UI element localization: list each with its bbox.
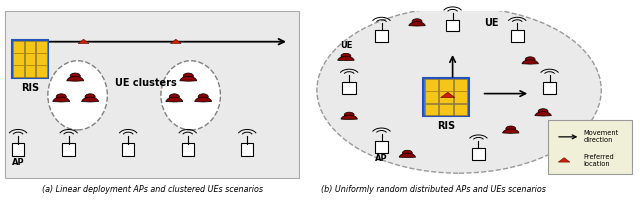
Circle shape <box>344 112 354 118</box>
Text: UE clusters: UE clusters <box>115 78 177 88</box>
Wedge shape <box>535 112 551 116</box>
FancyBboxPatch shape <box>13 53 24 65</box>
Wedge shape <box>67 76 84 81</box>
FancyBboxPatch shape <box>446 20 460 31</box>
FancyBboxPatch shape <box>543 82 556 94</box>
Text: (a) Linear deployment APs and clustered UEs scenarios: (a) Linear deployment APs and clustered … <box>42 185 262 194</box>
Wedge shape <box>522 60 538 64</box>
Wedge shape <box>82 97 99 102</box>
FancyBboxPatch shape <box>12 40 49 78</box>
Wedge shape <box>399 153 415 158</box>
FancyBboxPatch shape <box>122 143 134 156</box>
FancyBboxPatch shape <box>425 79 438 91</box>
Circle shape <box>538 109 548 114</box>
FancyBboxPatch shape <box>4 11 300 177</box>
FancyBboxPatch shape <box>511 30 524 42</box>
Text: UE: UE <box>340 41 352 50</box>
Circle shape <box>198 94 208 100</box>
Text: AP: AP <box>375 154 388 163</box>
Text: Preferred
location: Preferred location <box>584 154 614 167</box>
Polygon shape <box>558 158 570 162</box>
FancyBboxPatch shape <box>472 148 485 160</box>
FancyBboxPatch shape <box>36 41 47 53</box>
FancyBboxPatch shape <box>439 79 453 91</box>
FancyBboxPatch shape <box>439 104 453 115</box>
Wedge shape <box>341 115 357 119</box>
Polygon shape <box>441 92 455 98</box>
Ellipse shape <box>48 61 108 130</box>
Wedge shape <box>409 22 425 26</box>
FancyBboxPatch shape <box>36 53 47 65</box>
Text: (b) Uniformly random distributed APs and UEs scenarios: (b) Uniformly random distributed APs and… <box>321 185 546 194</box>
Text: Movement
direction: Movement direction <box>584 130 619 143</box>
Text: RIS: RIS <box>21 83 39 93</box>
FancyBboxPatch shape <box>25 53 35 65</box>
Wedge shape <box>180 76 196 81</box>
Ellipse shape <box>317 7 602 173</box>
Circle shape <box>85 94 95 100</box>
Wedge shape <box>502 129 519 133</box>
Circle shape <box>525 57 535 62</box>
FancyBboxPatch shape <box>63 143 75 156</box>
Wedge shape <box>195 97 212 102</box>
Circle shape <box>169 94 179 100</box>
FancyBboxPatch shape <box>454 104 467 115</box>
Circle shape <box>70 73 80 79</box>
Ellipse shape <box>161 61 220 130</box>
FancyBboxPatch shape <box>454 91 467 103</box>
FancyBboxPatch shape <box>454 79 467 91</box>
FancyBboxPatch shape <box>375 141 388 153</box>
Polygon shape <box>78 39 89 43</box>
FancyBboxPatch shape <box>241 143 253 156</box>
FancyBboxPatch shape <box>36 65 47 77</box>
FancyBboxPatch shape <box>423 78 469 116</box>
Circle shape <box>341 53 351 59</box>
Wedge shape <box>52 97 70 102</box>
FancyBboxPatch shape <box>25 65 35 77</box>
Wedge shape <box>338 56 354 61</box>
FancyBboxPatch shape <box>182 143 194 156</box>
FancyBboxPatch shape <box>375 30 388 42</box>
Polygon shape <box>170 39 181 43</box>
FancyBboxPatch shape <box>25 41 35 53</box>
Text: RIS: RIS <box>437 121 455 131</box>
Circle shape <box>412 19 422 24</box>
Circle shape <box>403 150 412 156</box>
FancyBboxPatch shape <box>439 91 453 103</box>
Circle shape <box>56 94 67 100</box>
Circle shape <box>183 73 193 79</box>
FancyBboxPatch shape <box>548 120 632 174</box>
FancyBboxPatch shape <box>425 91 438 103</box>
FancyBboxPatch shape <box>13 41 24 53</box>
Text: AP: AP <box>12 158 24 167</box>
FancyBboxPatch shape <box>13 65 24 77</box>
Circle shape <box>506 126 516 131</box>
FancyBboxPatch shape <box>342 82 356 94</box>
FancyBboxPatch shape <box>425 104 438 115</box>
FancyBboxPatch shape <box>12 143 24 156</box>
Wedge shape <box>166 97 183 102</box>
Text: UE: UE <box>484 18 499 28</box>
